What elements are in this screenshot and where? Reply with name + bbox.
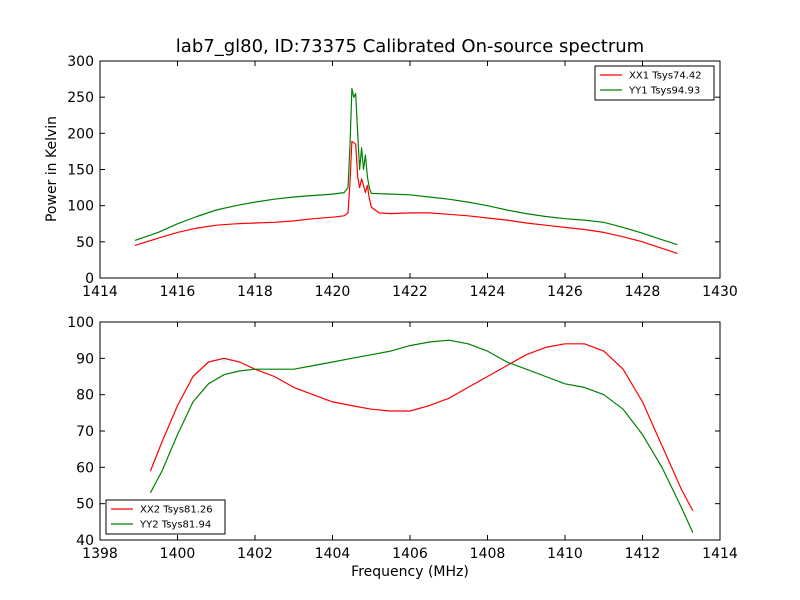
top-chart-title: lab7_gl80, ID:73375 Calibrated On-source… — [176, 36, 644, 57]
top-x-tick-label-4: 1422 — [392, 284, 428, 300]
top-series-line-0 — [134, 140, 678, 254]
bottom-x-tick-label-2: 1402 — [237, 546, 273, 562]
top-x-tick-label-7: 1428 — [625, 284, 661, 300]
bottom-y-tick-label-2: 60 — [76, 460, 94, 476]
bottom-y-tick-label-6: 100 — [67, 315, 94, 331]
bottom-y-tick-label-0: 40 — [76, 533, 94, 549]
top-legend-box — [594, 65, 715, 101]
bottom-x-tick-label-7: 1412 — [625, 546, 661, 562]
bottom-x-tick-label-4: 1406 — [392, 546, 428, 562]
top-x-tick-label-1: 1416 — [160, 284, 196, 300]
bottom-series-line-1 — [149, 339, 694, 533]
bottom-legend-box — [105, 499, 226, 535]
top-y-tick-label-1: 50 — [76, 235, 94, 251]
top-legend-label-0: XX1 Tsys74.42 — [629, 71, 702, 82]
bottom-x-tick-label-5: 1408 — [470, 546, 506, 562]
top-legend-label-1: YY1 Tsys94.93 — [628, 86, 700, 97]
top-y-tick-label-3: 150 — [67, 163, 94, 179]
bottom-legend-label-1: YY2 Tsys81.94 — [139, 520, 211, 531]
top-y-tick-label-2: 100 — [67, 199, 94, 215]
bottom-x-tick-label-3: 1404 — [315, 546, 351, 562]
bottom-chart-x-axis-label: Frequency (MHz) — [351, 564, 469, 580]
bottom-x-tick-label-6: 1410 — [547, 546, 583, 562]
bottom-y-tick-label-1: 50 — [76, 497, 94, 513]
top-x-tick-label-5: 1424 — [470, 284, 506, 300]
top-y-tick-label-6: 300 — [67, 54, 94, 70]
top-x-tick-label-2: 1418 — [237, 284, 273, 300]
bottom-x-tick-label-0: 1398 — [82, 546, 118, 562]
bottom-x-tick-label-1: 1400 — [160, 546, 196, 562]
top-x-tick-label-0: 1414 — [82, 284, 118, 300]
top-x-tick-label-6: 1426 — [547, 284, 583, 300]
bottom-legend-label-0: XX2 Tsys81.26 — [140, 505, 213, 516]
bottom-y-tick-label-5: 90 — [76, 351, 94, 367]
top-y-tick-label-0: 0 — [85, 271, 94, 287]
bottom-y-tick-label-4: 80 — [76, 388, 94, 404]
bottom-y-tick-label-3: 70 — [76, 424, 94, 440]
top-x-tick-label-8: 1430 — [702, 284, 738, 300]
bottom-x-tick-label-8: 1414 — [702, 546, 738, 562]
top-y-tick-label-4: 200 — [67, 126, 94, 142]
bottom-series-line-0 — [149, 343, 694, 512]
top-x-tick-label-3: 1420 — [315, 284, 351, 300]
top-chart-y-axis-label: Power in Kelvin — [44, 116, 60, 222]
top-series-line-1 — [134, 87, 678, 246]
top-y-tick-label-5: 250 — [67, 90, 94, 106]
